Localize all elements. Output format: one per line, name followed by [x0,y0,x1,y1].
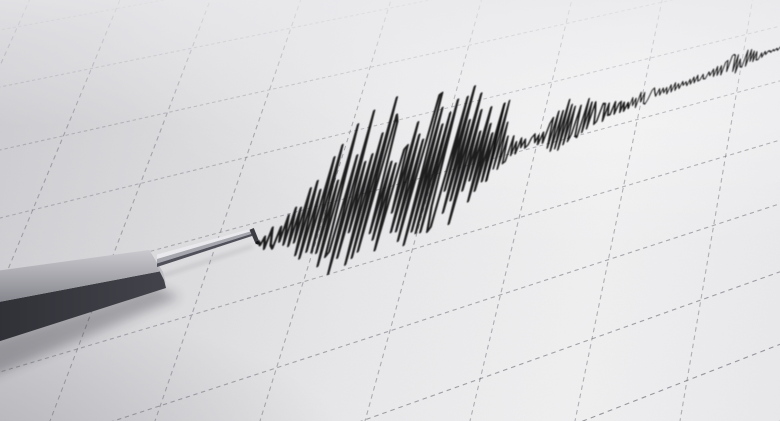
rod-highlight [157,228,252,259]
seismograph-needle-arm [0,228,260,342]
arm-top-face [0,250,162,302]
rod-cast-shadow [161,244,254,278]
arm-end-bevel [149,250,166,284]
pen-tip-point [256,241,260,245]
pen-tip [249,228,260,245]
arm-side-face [0,271,166,342]
seismogram-trace [256,46,780,276]
rod-underside [157,233,252,267]
needle-shadow [0,244,254,373]
rod-body [157,231,252,264]
arm-cast-shadow [0,286,180,373]
